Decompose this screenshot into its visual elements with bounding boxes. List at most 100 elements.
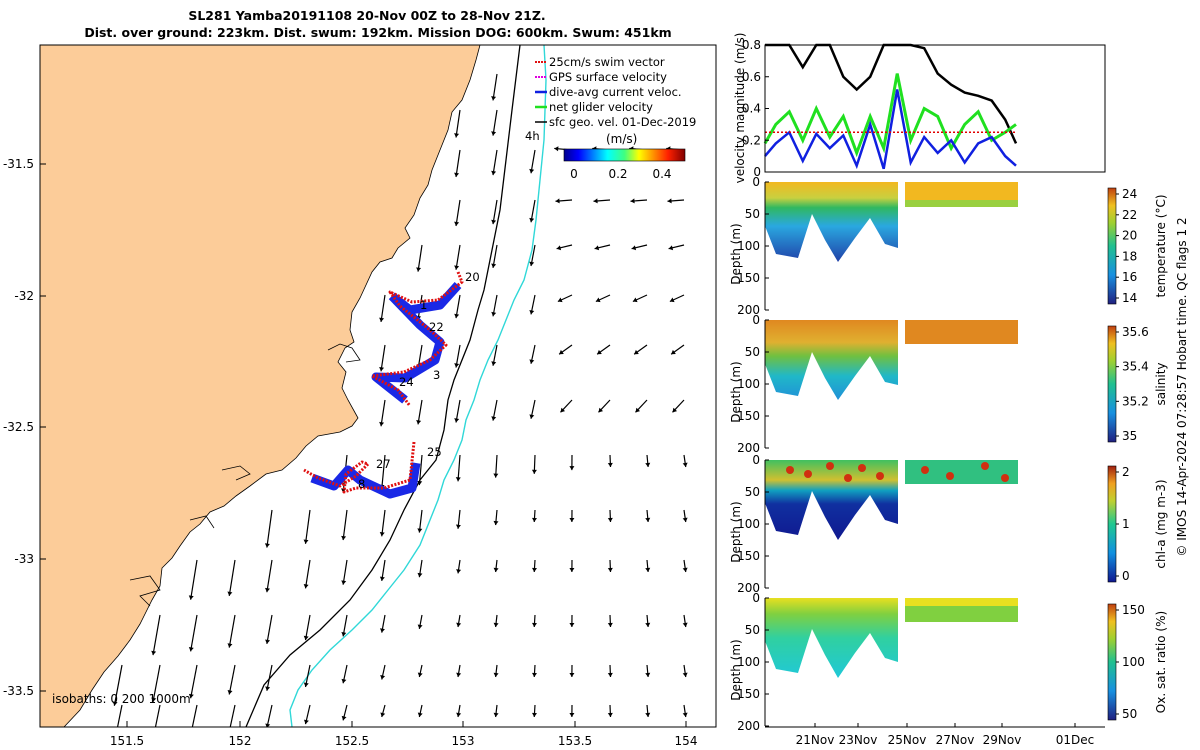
map-panel: 20 1 22 3 24 25 27 8 25cm/s swim vector … <box>3 44 717 748</box>
velocity-arrow-head <box>645 712 651 717</box>
velocity-arrow-head <box>632 297 638 303</box>
time-tick-label: 25Nov <box>888 733 927 747</box>
oxygen-field <box>765 598 898 678</box>
velocity-arrow-head <box>493 567 499 572</box>
velocity-arrow-head <box>303 539 309 544</box>
legend: 25cm/s swim vector GPS surface velocity … <box>525 55 696 181</box>
colorbar-tick-label: 14 <box>1122 291 1137 305</box>
velocity-y-tick-label: 0.6 <box>742 70 761 84</box>
chl-colorbar <box>1107 465 1117 583</box>
velocity-arrow-head <box>454 313 460 319</box>
time-tick-label: 27Nov <box>936 733 975 747</box>
velocity-arrow <box>266 614 273 645</box>
velocity-arrow-head <box>607 672 613 677</box>
velocity-arrow-head <box>380 712 386 717</box>
map-x-tick-label: 153.5 <box>558 734 592 748</box>
depth-tick-label: 0 <box>752 591 760 605</box>
colorbar-tick-label: 24 <box>1122 187 1137 201</box>
depth-label: Depth (m) <box>729 361 743 422</box>
velocity-arrow-head <box>151 650 157 656</box>
velocity-arrow <box>304 614 311 641</box>
velocity-arrow <box>455 244 461 270</box>
velocity-arrow-head <box>379 421 385 427</box>
colorbar-label: Ox. sat. ratio (%) <box>1154 611 1168 713</box>
velocity-arrow <box>380 344 386 372</box>
velocity-arrow <box>342 509 348 541</box>
velocity-arrow-head <box>417 572 423 578</box>
velocity-arrow-head <box>671 349 676 355</box>
velocity-arrow-head <box>529 261 535 266</box>
velocity-arrow-head <box>607 712 613 717</box>
velocity-arrow-head <box>416 420 422 425</box>
velocity-arrow-head <box>607 462 613 467</box>
velocity-arrow-head <box>593 198 598 204</box>
salinity-field-late <box>905 320 1018 344</box>
velocity-arrow-head <box>491 361 497 366</box>
velocity-arrow-head <box>491 263 497 268</box>
velocity-arrow-head <box>597 349 602 355</box>
track-day-label-27: 27 <box>376 457 391 471</box>
velocity-arrow-head <box>532 622 537 627</box>
depth-tick-label: 150 <box>737 409 760 423</box>
colorbar-tick-label: 150 <box>1122 603 1145 617</box>
depth-tick-label: 200 <box>737 441 760 455</box>
velocity-arrow-head <box>188 647 194 652</box>
depth-tick-label: 50 <box>745 623 760 637</box>
velocity-arrow-head <box>682 462 688 467</box>
isobath-1000m <box>245 45 521 727</box>
velocity-arrow-head <box>531 469 537 474</box>
velocity-arrow-head <box>529 309 535 315</box>
velocity-arrow <box>417 399 423 425</box>
velocity-arrow <box>492 73 498 101</box>
velocity-arrow <box>457 454 461 482</box>
velocity-arrow-head <box>682 622 688 627</box>
velocity-arrow-head <box>555 198 560 204</box>
velocity-arrow <box>418 454 423 486</box>
velocity-arrow <box>266 559 273 593</box>
velocity-arrow-head <box>529 359 535 364</box>
velocity-y-tick-label: 0.2 <box>742 133 761 147</box>
velocity-arrow-head <box>491 131 497 136</box>
time-tick-label: 29Nov <box>983 733 1022 747</box>
velocity-arrow-head <box>341 678 347 684</box>
legend-item-sfc-geo-vel: sfc geo. vel. 01-Dec-2019 <box>535 115 696 129</box>
track-day-label-24: 24 <box>399 375 414 389</box>
velocity-arrow-head <box>532 712 537 717</box>
velocity-arrow <box>190 614 198 652</box>
velocity-arrow-head <box>454 265 460 270</box>
svg-text:GPS surface velocity: GPS surface velocity <box>549 70 667 84</box>
velocity-arrow-head <box>379 317 385 322</box>
depth-tick-label: 100 <box>737 517 760 531</box>
velocity-arrow-head <box>669 297 675 303</box>
map-axes: 151.5 152 152.5 153 153.5 154 -31.5 -32 -32.5 -33… <box>3 157 698 748</box>
velocity-arrow-head <box>151 697 157 702</box>
velocity-arrow <box>304 559 311 589</box>
velocity-arrow-head <box>379 366 385 372</box>
oxygen-colorbar <box>1107 603 1117 721</box>
colorbar-tick-label: 100 <box>1122 655 1145 669</box>
velocity-arrow-head <box>491 96 497 101</box>
velocity-arrow-head <box>630 198 635 204</box>
depth-tick-label: 100 <box>737 239 760 253</box>
map-frame <box>39 44 717 728</box>
legend-item-gps-surface-velocity: GPS surface velocity <box>535 70 667 84</box>
velocity-arrow-head <box>341 580 347 585</box>
velocity-arrow-head <box>228 727 233 731</box>
velocity-y-axis: 0 0.2 0.4 0.6 0.8 <box>742 38 769 179</box>
velocity-arrow <box>228 664 236 695</box>
colorbar-tick-label: 35.4 <box>1122 360 1149 374</box>
velocity-y-tick-label: 0.8 <box>742 38 761 52</box>
velocity-arrow-head <box>416 267 422 272</box>
title-line-1: SL281 Yamba20191108 20-Nov 00Z to 28-Nov… <box>188 8 545 23</box>
time-tick-label: 21Nov <box>796 733 835 747</box>
velocity-arrow-head <box>380 674 386 680</box>
legend-item-swim-vector: 25cm/s swim vector <box>535 55 665 69</box>
velocity-arrow <box>190 559 198 600</box>
depth-tick-label: 0 <box>752 453 760 467</box>
velocity-arrow <box>492 149 498 176</box>
velocity-arrow-head <box>645 462 651 467</box>
velocity-arrow-head <box>645 517 651 522</box>
velocity-arrow-head <box>631 245 637 251</box>
